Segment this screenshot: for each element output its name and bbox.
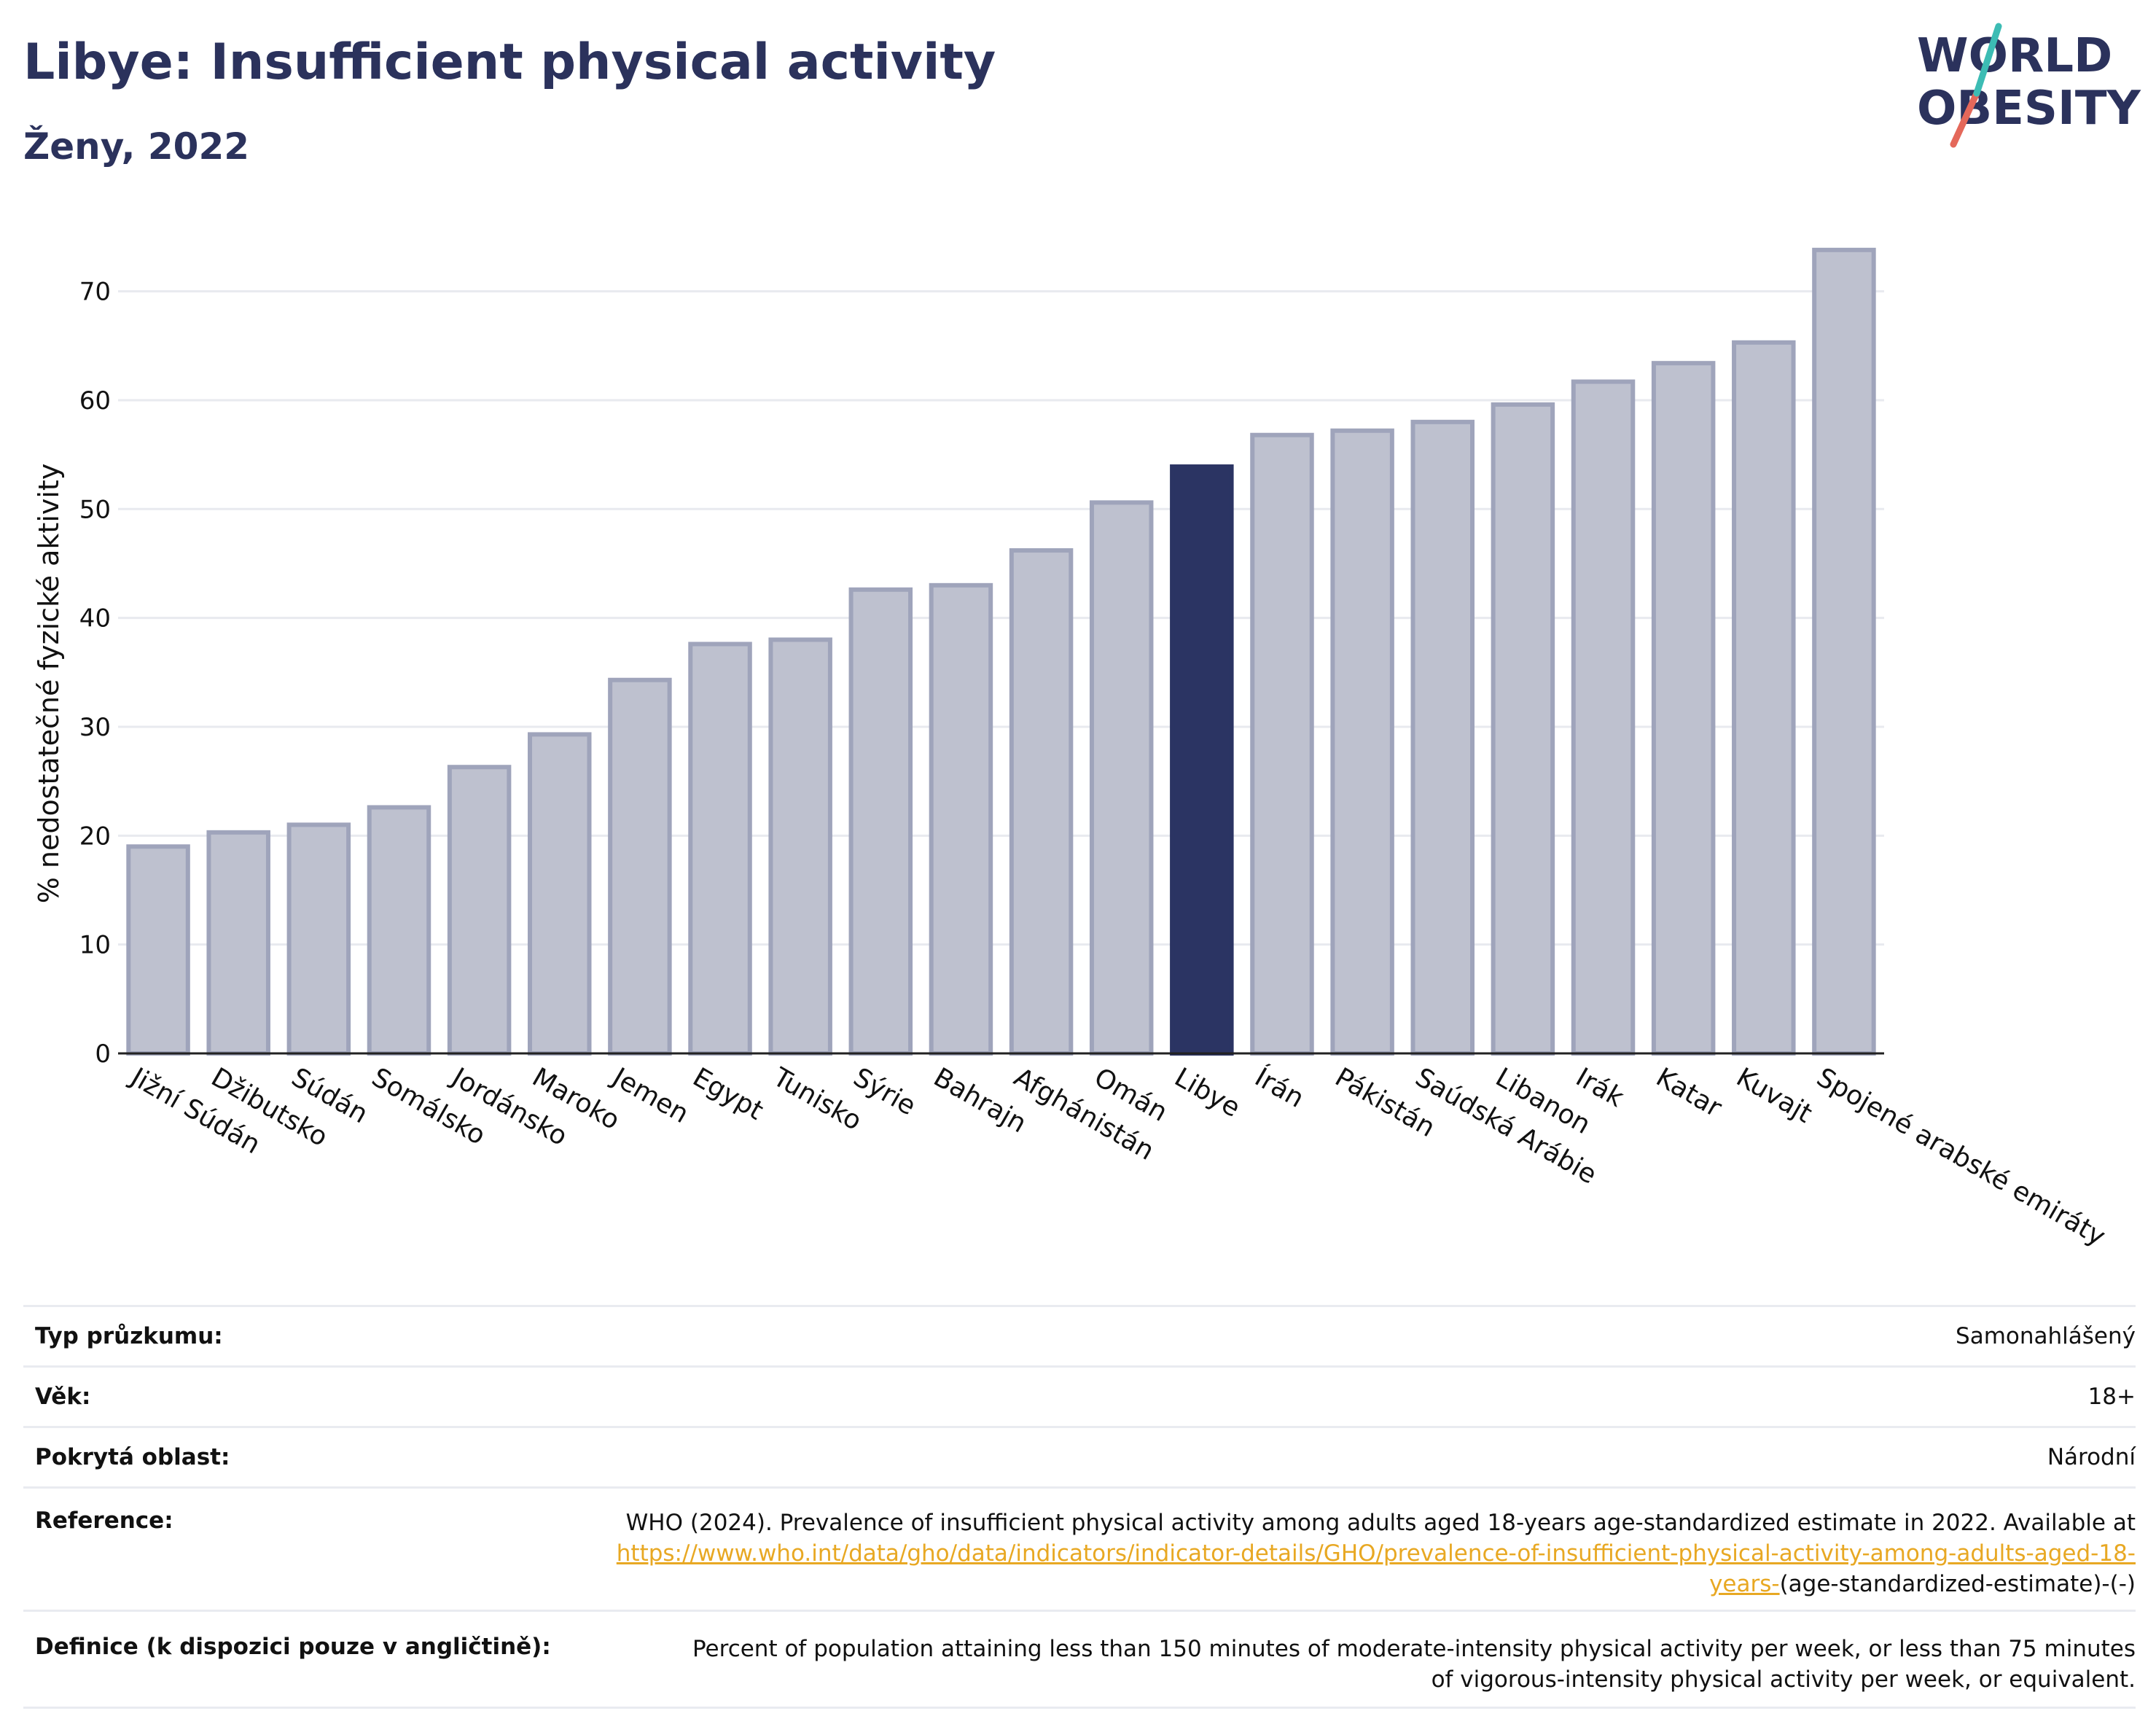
definition-label: Definice (k dispozici pouze v angličtině…: [35, 1634, 551, 1660]
y-tick-label: 60: [79, 386, 111, 416]
logo-line1: WORLD: [1917, 29, 2112, 83]
area-value: Národní: [2047, 1444, 2136, 1470]
survey-type-label: Typ průzkumu:: [35, 1323, 223, 1349]
reference-text: WHO (2024). Prevalence of insufficient p…: [625, 1510, 2136, 1536]
bar: [929, 582, 993, 1056]
bar: [1170, 464, 1234, 1056]
info-row-area: Pokrytá oblast: Národní: [23, 1426, 2136, 1486]
info-row-survey: Typ průzkumu: Samonahlášený: [23, 1305, 2136, 1365]
reference-suffix: (age-standardized-estimate)-(-): [1779, 1571, 2136, 1597]
x-tick-label: Tunisko: [768, 1062, 867, 1136]
bar: [1410, 419, 1475, 1056]
x-tick-label: Spojené arabské emiráty: [1811, 1062, 2110, 1252]
y-tick-label: 10: [79, 931, 111, 960]
bar: [1812, 247, 1876, 1056]
info-table: Typ průzkumu: Samonahlášený Věk: 18+ Pok…: [23, 1305, 2136, 1709]
y-tick-label: 20: [79, 822, 111, 851]
info-row-reference: Reference: WHO (2024). Prevalence of ins…: [23, 1486, 2136, 1610]
info-row-definition: Definice (k dispozici pouze v angličtině…: [23, 1610, 2136, 1709]
area-label: Pokrytá oblast:: [35, 1444, 230, 1470]
x-tick-label: Egypt: [688, 1062, 768, 1126]
bar: [1732, 340, 1796, 1056]
bar: [447, 765, 512, 1056]
bar: [1009, 548, 1074, 1056]
bar: [1651, 361, 1716, 1056]
logo-slash-teal: [1973, 23, 2002, 97]
x-tick-label: Kuvajt: [1731, 1062, 1817, 1129]
bar: [688, 642, 752, 1056]
x-tick-label: Írán: [1249, 1061, 1309, 1114]
logo-slash-red: [1950, 90, 1980, 148]
info-row-age: Věk: 18+: [23, 1365, 2136, 1426]
reference-link[interactable]: https://www.who.int/data/gho/data/indica…: [616, 1540, 2136, 1597]
y-tick-label: 0: [95, 1040, 111, 1069]
x-tick-label: Libye: [1169, 1062, 1245, 1123]
bar: [1330, 428, 1394, 1056]
page-subtitle: Ženy, 2022: [23, 125, 250, 168]
y-tick-label: 50: [79, 495, 111, 524]
world-obesity-logo: WORLD OBESITY: [1917, 23, 2141, 148]
bar: [527, 732, 592, 1056]
bar: [126, 844, 190, 1056]
definition-value: Percent of population attaining less tha…: [692, 1636, 2136, 1693]
bar: [206, 830, 270, 1056]
bar: [768, 637, 832, 1056]
bar-chart: 0 10 20 30 40 50 60 70 % nedostatečné fyzické ak…: [33, 247, 2110, 1252]
age-label: Věk:: [35, 1384, 91, 1410]
reference-value: WHO (2024). Prevalence of insufficient p…: [583, 1508, 2136, 1599]
bar: [1491, 402, 1555, 1056]
survey-type-value: Samonahlášený: [1956, 1323, 2136, 1349]
bar: [848, 587, 913, 1056]
bar: [367, 805, 431, 1056]
y-tick-label: 30: [79, 713, 111, 742]
bar: [1250, 432, 1314, 1056]
page-title: Libye: Insufficient physical activity: [23, 34, 996, 91]
reference-label: Reference:: [35, 1508, 173, 1534]
bar: [608, 677, 672, 1056]
bar: [1571, 379, 1636, 1056]
logo-line2: OBESITY: [1917, 82, 2141, 136]
x-tick-label: Bahrajn: [929, 1062, 1031, 1139]
y-axis-label: % nedostatečné fyzické aktivity: [33, 464, 65, 904]
x-tick-label: Katar: [1651, 1062, 1727, 1123]
y-tick-label: 40: [79, 604, 111, 633]
y-tick-label: 70: [79, 278, 111, 307]
bar: [1089, 500, 1154, 1056]
bar: [286, 822, 351, 1056]
age-value: 18+: [2087, 1384, 2136, 1410]
